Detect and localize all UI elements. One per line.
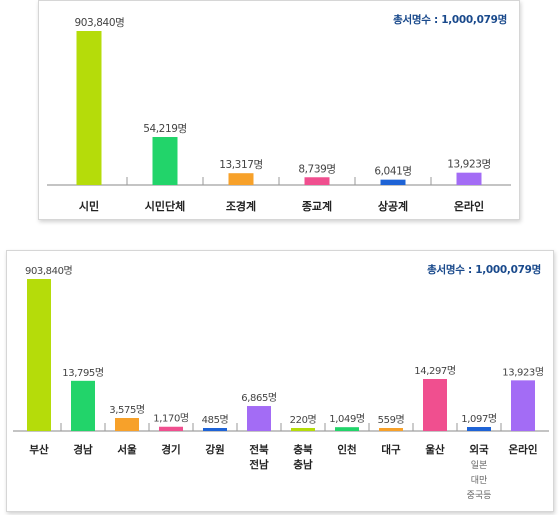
total-signatures-label: 총서명수 : 1,000,079명 [393,14,507,26]
chart-bar [335,427,359,431]
chart-value-label: 1,049명 [329,413,364,425]
chart-value-label: 3,575명 [109,404,144,416]
chart-category-label: 중국등 [467,490,492,501]
chart-category-label: 경기 [161,443,180,456]
chart-value-label: 903,840명 [25,265,72,277]
chart-value-label: 8,739명 [298,163,335,175]
chart-category-label: 시민단체 [145,199,185,213]
chart-bar [71,380,95,431]
chart-value-label: 903,840명 [75,17,125,29]
chart-bar [511,380,535,431]
chart-category-label: 대구 [381,443,401,456]
chart-category-label: 전북 [249,443,269,456]
chart-value-label: 13,923명 [447,159,491,171]
chart-value-label: 220명 [290,414,317,426]
chart-category-label: 강원 [205,443,224,456]
chart-category-label: 시민 [79,199,99,213]
chart-bar [423,379,447,431]
chart-category-label: 일본 [471,460,488,471]
chart-bar [467,427,491,431]
chart-value-label: 13,317명 [219,159,263,171]
chart-bar [456,172,482,185]
chart-bar [247,406,271,431]
chart-value-label: 14,297명 [414,365,455,377]
chart-bar [76,31,102,185]
chart-category-label: 서울 [117,443,137,456]
chart-category-label: 부산 [29,443,49,456]
chart-bar [304,177,330,185]
chart-category-label: 온라인 [454,199,484,213]
chart-category-label: 충남 [293,458,313,471]
chart-category-label: 외국 [469,444,489,456]
chart-category-label: 울산 [425,443,445,456]
chart-category-label: 종교계 [302,199,332,213]
chart-category-label: 전남 [249,458,269,471]
chart-category-label: 충북 [293,443,313,456]
chart-category-label: 온라인 [509,443,538,456]
chart-bar [380,179,406,185]
chart-value-label: 485명 [202,414,229,426]
chart-bar [152,137,178,185]
chart-value-label: 1,170명 [153,413,188,425]
chart-value-label: 1,097명 [461,413,496,425]
chart-bar [115,417,139,431]
total-signatures-label: 총서명수 : 1,000,079명 [427,264,541,276]
chart-value-label: 559명 [378,414,405,426]
chart-value-label: 13,923명 [502,366,543,378]
chart-category-label: 인천 [337,443,356,456]
chart-category-label: 조경계 [226,199,256,213]
chart-bar [379,428,403,431]
chart-bar [228,173,254,185]
chart-bar [203,428,227,431]
chart-value-label: 54,219명 [143,123,187,135]
chart-bar [291,428,315,431]
chart-category-label: 상공계 [378,199,408,213]
chart-category-label: 경남 [73,443,93,456]
chart-value-label: 6,041명 [374,166,411,178]
chart-value-label: 13,795명 [62,367,103,379]
chart-value-label: 6,865명 [241,392,276,404]
chart-bar [159,426,183,431]
chart-category-label: 대만 [471,475,488,486]
chart-bar [27,279,51,431]
